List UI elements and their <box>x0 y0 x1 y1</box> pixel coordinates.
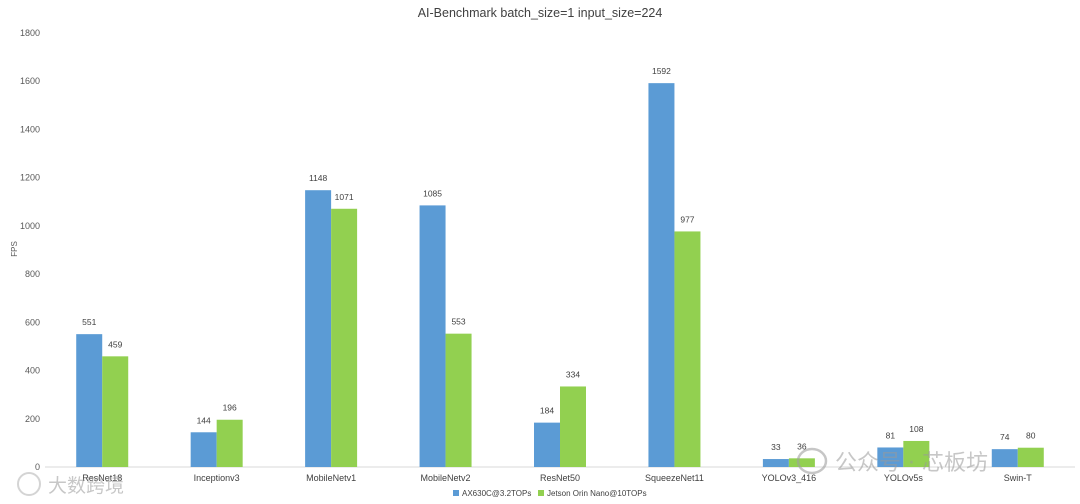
category-label: SqueezeNet11 <box>645 473 704 483</box>
watermark-left-text: 大数跨境 <box>48 475 124 497</box>
y-axis-ticks: 0 200 400 600 800 1000 1200 1400 1600 1800 <box>20 28 40 472</box>
bar-jetson-mobilenetv2 <box>445 333 472 467</box>
bar-value-label: 551 <box>82 317 96 327</box>
bar-value-label: 459 <box>108 339 122 349</box>
category-label: ResNet50 <box>540 473 580 483</box>
bar-value-label: 74 <box>1000 432 1010 442</box>
bar-ax630c-mobilenetv1 <box>305 190 332 467</box>
bar-ax630c-squeezenet11 <box>648 83 675 467</box>
bar-ax630c-resnet18 <box>76 334 103 467</box>
bar-jetson-yolov5s <box>903 440 930 467</box>
y-tick-label: 1000 <box>20 221 40 231</box>
bar-value-label: 184 <box>540 406 554 416</box>
bar-ax630c-resnet50 <box>534 422 560 467</box>
category-label: YOLOv3_416 <box>762 473 817 483</box>
bar-value-label: 144 <box>197 415 211 425</box>
bar-value-label: 36 <box>797 441 807 451</box>
watermark-left-logo-icon <box>17 472 41 496</box>
bar-jetson-resnet18 <box>102 356 129 467</box>
bar-jetson-squeezenet11 <box>674 231 701 467</box>
bar-value-label: 1071 <box>335 192 354 202</box>
category-label: MobileNetv2 <box>421 473 471 483</box>
bar-value-label: 80 <box>1026 431 1036 441</box>
legend: AX630C@3.2TOPs Jetson Orin Nano@10TOPs <box>453 489 647 498</box>
bar-value-label: 33 <box>771 442 781 452</box>
y-tick-label: 1600 <box>20 76 40 86</box>
bar-value-label: 334 <box>566 369 580 379</box>
bar-value-label: 1592 <box>652 66 671 76</box>
legend-swatch <box>453 490 459 496</box>
bar-jetson-inceptionv3 <box>216 419 243 467</box>
y-tick-label: 600 <box>25 317 40 327</box>
category-label: Swin-T <box>1004 473 1033 483</box>
bar-jetson-resnet50 <box>560 386 586 467</box>
y-tick-label: 800 <box>25 269 40 279</box>
bar-value-label: 81 <box>886 430 896 440</box>
y-tick-label: 1800 <box>20 28 40 38</box>
bar-value-label: 553 <box>451 317 465 327</box>
category-label: YOLOv5s <box>884 473 924 483</box>
legend-label: AX630C@3.2TOPs <box>462 489 531 498</box>
category-labels-group: ResNet18 Inceptionv3 MobileNetv1 MobileNetv… <box>82 473 1032 483</box>
value-labels-group: 551 459 144 196 1148 1071 1085 553 184 334 1592 977… <box>82 66 1036 452</box>
y-tick-label: 0 <box>35 462 40 472</box>
wechat-icon <box>796 447 828 475</box>
bar-ax630c-yolov5s <box>877 447 904 467</box>
y-axis-label: FPS <box>10 241 19 257</box>
category-label: Inceptionv3 <box>194 473 240 483</box>
legend-swatch <box>538 490 544 496</box>
category-label: MobileNetv1 <box>306 473 356 483</box>
bar-value-label: 196 <box>223 403 237 413</box>
bar-ax630c-swin-t <box>991 449 1018 467</box>
y-tick-label: 1200 <box>20 173 40 183</box>
watermark-right-text: 公众号 · 芯板坊 <box>835 451 988 476</box>
bar-value-label: 108 <box>909 424 923 434</box>
bars-group <box>76 83 1044 467</box>
y-tick-label: 1400 <box>20 124 40 134</box>
bar-jetson-yolov3-416 <box>788 458 815 467</box>
bar-value-label: 1148 <box>309 173 328 183</box>
bar-ax630c-mobilenetv2 <box>419 205 446 467</box>
legend-label: Jetson Orin Nano@10TOPs <box>547 489 647 498</box>
bar-jetson-swin-t <box>1017 447 1044 467</box>
bar-value-label: 977 <box>680 214 694 224</box>
y-tick-label: 200 <box>25 414 40 424</box>
bar-ax630c-inceptionv3 <box>190 432 217 467</box>
y-tick-label: 400 <box>25 366 40 376</box>
chart-title: AI-Benchmark batch_size=1 input_size=224 <box>418 6 663 20</box>
watermark-right: 公众号 · 芯板坊 <box>796 447 988 476</box>
category-label: ResNet18 <box>82 473 122 483</box>
watermark-left: 大数跨境 <box>17 472 124 497</box>
bar-ax630c-yolov3-416 <box>762 459 789 467</box>
bar-jetson-mobilenetv1 <box>331 208 358 467</box>
bar-value-label: 1085 <box>423 188 442 198</box>
